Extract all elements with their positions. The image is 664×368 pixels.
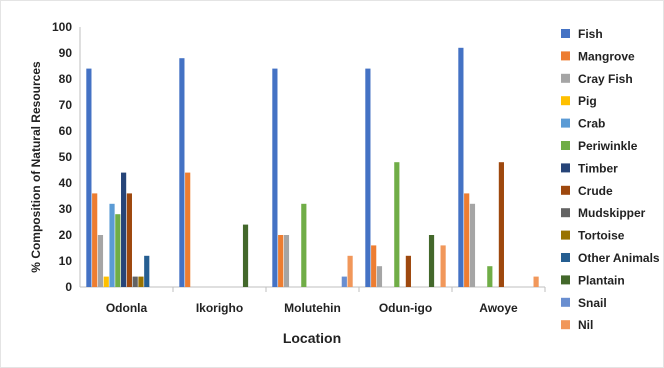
x-axis-title: Location bbox=[283, 330, 341, 346]
legend-label: Snail bbox=[578, 296, 607, 310]
bar-other-animals bbox=[144, 255, 150, 287]
legend-swatch bbox=[561, 29, 570, 38]
bar-nil bbox=[347, 255, 353, 287]
y-axis-title: % Composition of Natural Resources bbox=[29, 61, 43, 273]
y-tick-label: 0 bbox=[65, 280, 72, 294]
bar-nil bbox=[440, 245, 446, 287]
legend-swatch bbox=[561, 163, 570, 173]
y-tick-label: 30 bbox=[59, 202, 73, 216]
bar-cray-fish bbox=[97, 235, 104, 287]
x-tick-label: Ikorigho bbox=[196, 301, 243, 315]
bar-mangrove bbox=[371, 245, 377, 287]
x-tick-label: Awoye bbox=[479, 301, 518, 315]
bar-crude bbox=[126, 193, 132, 287]
bar-fish bbox=[365, 68, 371, 287]
y-tick-label: 50 bbox=[59, 150, 73, 164]
y-tick-label: 80 bbox=[59, 72, 73, 86]
y-tick-label: 70 bbox=[59, 98, 73, 112]
legend-label: Mangrove bbox=[578, 49, 635, 63]
bar-pig bbox=[103, 276, 109, 287]
x-tick-label: Odun-igo bbox=[379, 301, 432, 315]
bar-cray-fish bbox=[376, 266, 383, 287]
bar-tortoise bbox=[138, 276, 144, 287]
y-tick-label: 40 bbox=[59, 176, 73, 190]
bar-mangrove bbox=[278, 235, 284, 287]
bar-mangrove bbox=[464, 193, 470, 287]
legend-swatch bbox=[561, 297, 570, 307]
legend-label: Other Animals bbox=[578, 251, 660, 265]
legend-swatch bbox=[561, 320, 570, 330]
bar-cray-fish bbox=[283, 235, 290, 287]
legend-swatch bbox=[561, 141, 570, 150]
bar-crude bbox=[405, 255, 411, 287]
y-tick-label: 90 bbox=[59, 46, 73, 60]
legend-swatch bbox=[561, 96, 570, 106]
y-tick-label: 20 bbox=[59, 228, 73, 242]
legend-label: Periwinkle bbox=[578, 139, 638, 153]
bar-plantain bbox=[242, 224, 249, 287]
x-tick-label: Molutehin bbox=[284, 301, 341, 315]
bar-periwinkle bbox=[487, 266, 493, 287]
legend-label: Mudskipper bbox=[578, 206, 646, 220]
bar-cray-fish bbox=[469, 203, 476, 287]
legend-swatch bbox=[561, 253, 570, 262]
bar-periwinkle bbox=[115, 214, 121, 287]
bar-periwinkle bbox=[394, 162, 400, 287]
legend-swatch bbox=[561, 73, 570, 83]
legend-label: Nil bbox=[578, 318, 593, 332]
bar-plantain bbox=[428, 235, 435, 287]
legend-label: Crude bbox=[578, 184, 613, 198]
bar-fish bbox=[272, 68, 278, 287]
legend-swatch bbox=[561, 230, 570, 240]
y-tick-label: 10 bbox=[59, 254, 73, 268]
legend-label: Fish bbox=[578, 27, 603, 41]
legend-swatch bbox=[561, 208, 570, 218]
legend-label: Pig bbox=[578, 94, 597, 108]
bar-fish bbox=[458, 47, 464, 287]
legend-swatch bbox=[561, 51, 570, 61]
bar-timber bbox=[121, 172, 127, 287]
bar-periwinkle bbox=[301, 203, 307, 287]
bar-mudskipper bbox=[132, 276, 138, 287]
bar-mangrove bbox=[185, 172, 191, 287]
bar-fish bbox=[179, 58, 185, 288]
bar-fish bbox=[86, 68, 92, 287]
legend-swatch bbox=[561, 118, 570, 128]
legend-swatch bbox=[561, 185, 570, 195]
legend-label: Tortoise bbox=[578, 229, 625, 243]
legend-label: Timber bbox=[578, 161, 618, 175]
y-tick-label: 60 bbox=[59, 124, 73, 138]
bar-snail bbox=[341, 276, 347, 287]
bar-crude bbox=[498, 162, 504, 287]
bar-mangrove bbox=[92, 193, 98, 287]
legend-label: Crab bbox=[578, 117, 605, 131]
x-tick-label: Odonla bbox=[106, 301, 148, 315]
legend-swatch bbox=[561, 275, 570, 285]
bar-nil bbox=[533, 276, 539, 287]
bar-crab bbox=[109, 203, 115, 287]
y-tick-label: 100 bbox=[52, 20, 72, 34]
legend-label: Cray Fish bbox=[578, 72, 633, 86]
legend-label: Plantain bbox=[578, 273, 625, 287]
